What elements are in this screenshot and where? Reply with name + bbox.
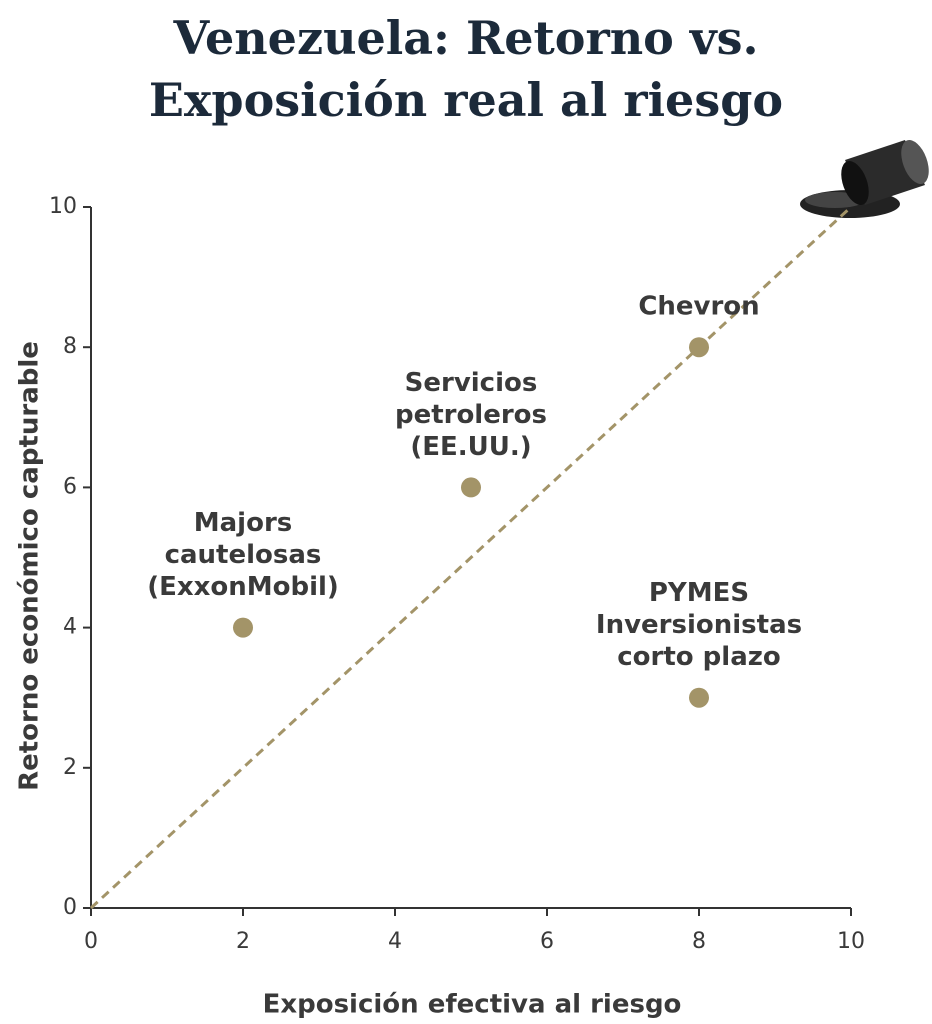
x-tick-label: 6 [540, 929, 554, 954]
y-tick-label: 10 [49, 194, 77, 219]
x-tick-label: 4 [388, 929, 402, 954]
y-axis-title: Retorno económico capturable [15, 341, 45, 791]
point-label: Majors [194, 508, 293, 538]
point-label: cautelosas [165, 540, 322, 570]
point [461, 477, 481, 498]
point-label: Chevron [638, 292, 759, 322]
point [689, 687, 709, 708]
point-label: petroleros [395, 400, 547, 430]
reference-line [89, 205, 853, 910]
x-tick-label: 10 [837, 929, 865, 954]
y-tick-label: 2 [63, 755, 77, 780]
x-tick-label: 8 [692, 929, 706, 954]
x-tick-label: 2 [236, 929, 250, 954]
x-axis-title: Exposición efectiva al riesgo [263, 990, 682, 1020]
point-label: Servicios [405, 368, 538, 398]
point [689, 337, 709, 358]
chart-title: Exposición real al riesgo [149, 73, 783, 127]
x-tick-label: 0 [84, 929, 98, 954]
y-tick-label: 6 [63, 474, 77, 499]
y-tick-label: 4 [63, 615, 77, 640]
y-tick-label: 8 [63, 334, 77, 359]
point-label: Inversionistas [596, 610, 802, 640]
y-tick-label: 0 [63, 895, 77, 920]
point-label: (EE.UU.) [410, 432, 531, 462]
chart-title: Venezuela: Retorno vs. [173, 11, 759, 65]
point-label: PYMES [649, 578, 749, 608]
point [233, 617, 253, 638]
oil-barrel-icon [800, 140, 929, 218]
point-label: corto plazo [617, 642, 781, 672]
point-label: (ExxonMobil) [147, 572, 339, 602]
